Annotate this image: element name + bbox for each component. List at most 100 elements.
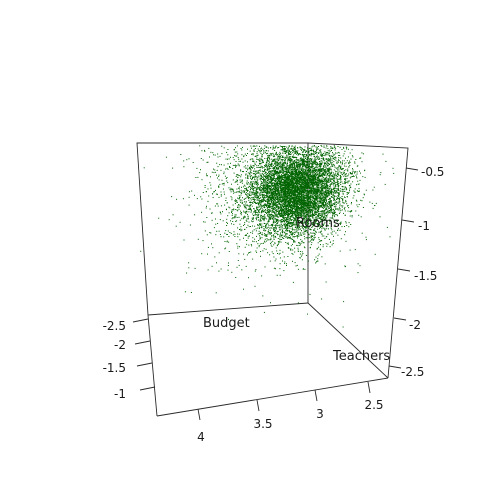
scatter-point bbox=[314, 230, 316, 232]
scatter-point bbox=[329, 184, 331, 186]
scatter-point bbox=[294, 207, 296, 209]
scatter-point bbox=[246, 189, 248, 191]
scatter-point bbox=[213, 154, 215, 156]
scatter-point bbox=[283, 170, 285, 172]
scatter-point bbox=[247, 190, 248, 192]
scatter-point bbox=[294, 192, 296, 193]
scatter-point bbox=[269, 217, 271, 219]
scatter-point bbox=[284, 167, 285, 169]
scatter-point bbox=[328, 195, 330, 197]
scatter-point bbox=[259, 204, 261, 206]
scatter-point bbox=[336, 161, 338, 163]
scatter-point bbox=[325, 153, 327, 155]
scatter-point bbox=[287, 152, 289, 154]
scatter-point bbox=[301, 196, 303, 198]
scatter-point bbox=[275, 235, 276, 237]
scatter-point bbox=[259, 188, 260, 190]
scatter-point bbox=[321, 206, 322, 208]
scatter-point bbox=[252, 176, 254, 178]
scatter-point bbox=[289, 222, 291, 224]
scatter-point bbox=[303, 178, 305, 179]
scatter-point bbox=[351, 202, 352, 203]
scatter-point bbox=[322, 218, 324, 220]
scatter-point bbox=[272, 148, 274, 150]
scatter-point bbox=[268, 168, 270, 169]
scatter-point bbox=[310, 169, 311, 171]
scatter-point bbox=[320, 200, 322, 202]
scatter-point bbox=[260, 192, 262, 194]
scatter-point bbox=[259, 194, 261, 196]
scatter-point bbox=[252, 184, 253, 186]
scatter-point bbox=[353, 190, 355, 192]
scatter-point bbox=[321, 240, 323, 242]
scatter-point bbox=[285, 192, 287, 194]
scatter-point bbox=[278, 211, 280, 213]
scatter-point bbox=[240, 228, 242, 230]
scatter-point bbox=[318, 177, 319, 179]
scatter-point bbox=[322, 174, 324, 176]
scatter-point bbox=[333, 173, 335, 175]
scatter-point bbox=[344, 265, 346, 267]
scatter-point bbox=[318, 158, 320, 160]
scatter-point bbox=[312, 240, 314, 241]
scatter-point bbox=[289, 230, 290, 232]
scatter-point bbox=[219, 183, 221, 185]
scatter-point bbox=[273, 230, 275, 232]
scatter-point bbox=[326, 211, 328, 213]
scatter-point bbox=[289, 217, 291, 219]
scatter-point bbox=[288, 212, 290, 214]
scatter-point bbox=[330, 192, 332, 194]
scatter-point bbox=[326, 210, 328, 212]
scatter-point bbox=[280, 186, 282, 188]
scatter-point bbox=[326, 158, 328, 160]
scatter-point bbox=[273, 236, 275, 238]
scatter-point bbox=[281, 239, 283, 240]
scatter-point bbox=[303, 159, 305, 161]
scatter-point bbox=[229, 189, 231, 191]
scatter-point bbox=[286, 191, 288, 193]
scatter-point bbox=[256, 170, 258, 172]
scatter-point bbox=[279, 239, 281, 241]
scatter-point bbox=[271, 167, 273, 169]
scatter-point bbox=[271, 251, 273, 253]
scatter-point bbox=[304, 158, 306, 159]
scatter-point bbox=[321, 168, 323, 170]
scatter-point bbox=[276, 158, 278, 160]
scatter-point bbox=[279, 224, 281, 226]
scatter-point bbox=[257, 214, 259, 216]
scatter-point bbox=[340, 162, 341, 164]
scatter-point bbox=[279, 208, 281, 210]
scatter-point bbox=[302, 169, 304, 171]
scatter-point bbox=[292, 181, 294, 183]
scatter-point bbox=[248, 221, 250, 223]
scatter-point bbox=[236, 191, 237, 193]
scatter-point bbox=[345, 221, 347, 223]
scatter-point bbox=[336, 174, 338, 176]
scatter-point bbox=[183, 166, 185, 168]
scatter-point bbox=[339, 222, 341, 224]
scatter-point bbox=[342, 155, 344, 157]
scatter-point bbox=[296, 197, 298, 199]
scatter-point bbox=[348, 192, 350, 193]
scatter-point bbox=[272, 224, 274, 226]
scatter-point bbox=[309, 165, 310, 167]
scatter-point bbox=[334, 200, 336, 201]
scatter-point bbox=[293, 184, 295, 186]
scatter-point bbox=[346, 188, 348, 190]
scatter-point bbox=[331, 183, 333, 185]
scatter-point bbox=[252, 258, 254, 260]
scatter-point bbox=[279, 207, 281, 209]
scatter-point bbox=[320, 232, 322, 234]
scatter-point bbox=[356, 171, 358, 173]
scatter-point bbox=[347, 192, 349, 194]
scatter-point bbox=[308, 223, 310, 225]
scatter-point bbox=[258, 226, 260, 228]
scatter-point bbox=[311, 158, 313, 160]
scatter-point bbox=[330, 200, 331, 202]
scatter-point bbox=[262, 201, 264, 203]
scatter-point bbox=[227, 154, 229, 156]
scatter-point bbox=[321, 145, 323, 147]
scatter-point bbox=[363, 194, 365, 196]
scatter-point bbox=[333, 177, 335, 179]
scatter-point bbox=[259, 198, 260, 200]
